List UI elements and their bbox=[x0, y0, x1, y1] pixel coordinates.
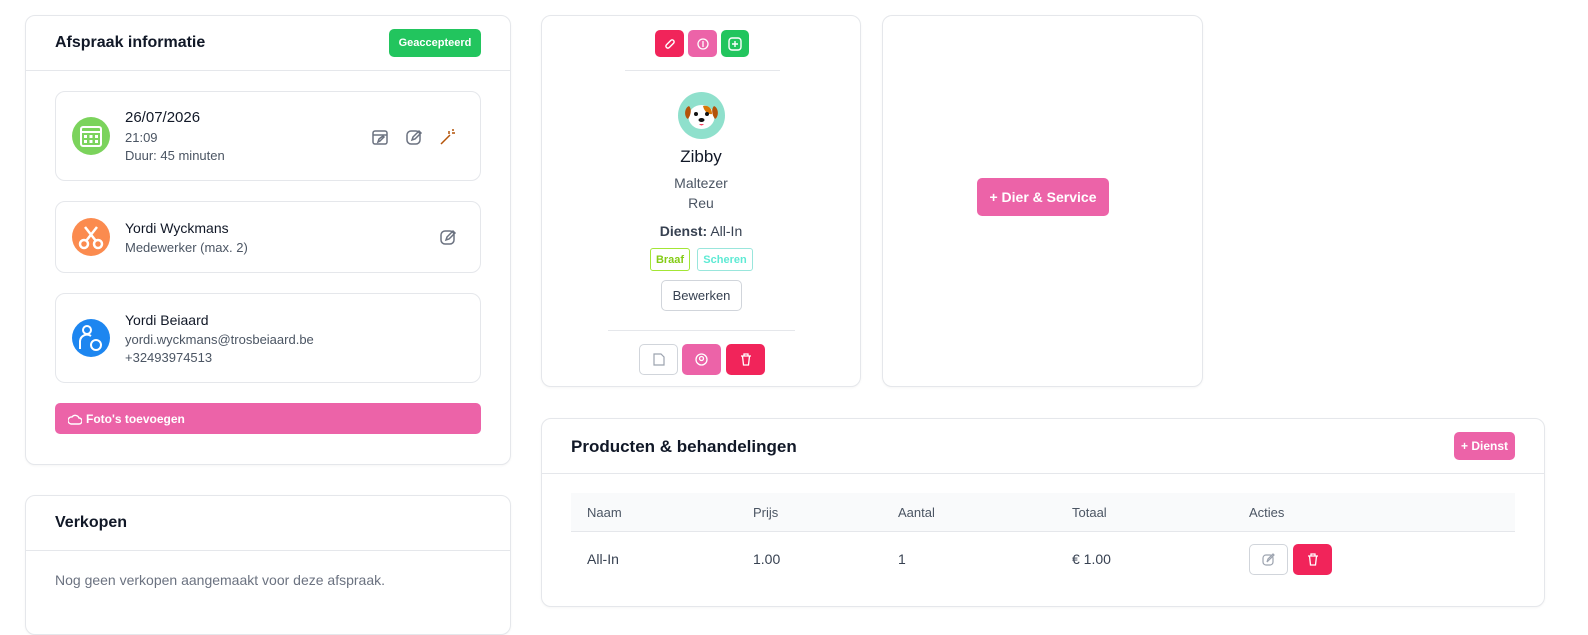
icon bbox=[652, 353, 665, 366]
icon bbox=[664, 38, 675, 49]
table-cell: 1.00 bbox=[753, 551, 781, 567]
divider bbox=[25, 550, 511, 551]
calendar-icon bbox=[72, 117, 110, 155]
card-title: Afspraak informatie bbox=[55, 34, 206, 51]
icon bbox=[740, 353, 751, 366]
employee-box bbox=[55, 201, 481, 273]
divider bbox=[541, 473, 1545, 474]
photos-button-label: Foto's toevoegen bbox=[86, 411, 185, 426]
customer-phone: +32493974513 bbox=[125, 350, 213, 365]
table-header bbox=[571, 493, 1515, 532]
divider bbox=[608, 330, 795, 331]
pet-doc-button[interactable] bbox=[639, 344, 678, 375]
pet-action[interactable] bbox=[721, 30, 749, 57]
row-edit-button[interactable] bbox=[1249, 544, 1288, 575]
pet-sex: Reu bbox=[688, 195, 714, 211]
table-cell: 1 bbox=[898, 551, 906, 567]
pet-tag: Scheren bbox=[697, 248, 753, 271]
cloud-icon bbox=[68, 414, 82, 425]
pet-name: Zibby bbox=[680, 147, 722, 166]
date-box bbox=[55, 91, 481, 181]
date-actions[interactable] bbox=[371, 128, 461, 146]
status-badge: Geaccepteerd bbox=[389, 29, 481, 57]
pet-action[interactable] bbox=[688, 30, 717, 57]
icon bbox=[1262, 553, 1275, 566]
sales-card bbox=[25, 495, 511, 635]
add-pet-button[interactable]: + Dier & Service bbox=[977, 178, 1109, 216]
column-header: Prijs bbox=[753, 505, 779, 520]
employee-role: Medewerker (max. 2) bbox=[125, 240, 248, 255]
pet-card bbox=[541, 15, 861, 387]
pet-owner-button[interactable] bbox=[682, 344, 721, 375]
duration: Duur: 45 minuten bbox=[125, 148, 225, 163]
row-delete-button[interactable] bbox=[1293, 544, 1332, 575]
edit-employee[interactable] bbox=[439, 228, 457, 246]
divider bbox=[25, 70, 511, 71]
photos-button[interactable]: Foto's toevoegen bbox=[55, 403, 481, 434]
table-cell: € 1.00 bbox=[1072, 551, 1111, 567]
add-service-button[interactable]: + Dienst bbox=[1454, 432, 1515, 460]
employee-name: Yordi Wyckmans bbox=[125, 220, 229, 236]
icon bbox=[1307, 553, 1318, 566]
icon bbox=[728, 36, 742, 51]
service-label: Dienst: bbox=[659, 223, 708, 239]
icon bbox=[696, 37, 709, 50]
customer-email: yordi.wyckmans@trosbeiaard.be bbox=[125, 332, 314, 347]
pet-breed: Maltezer bbox=[674, 175, 728, 191]
pet-action[interactable] bbox=[655, 30, 684, 57]
divider bbox=[625, 70, 780, 71]
customer-name: Yordi Beiaard bbox=[125, 312, 209, 328]
customer-icon bbox=[72, 319, 110, 357]
column-header: Acties bbox=[1249, 505, 1285, 520]
card-title: Producten & behandelingen bbox=[571, 437, 797, 456]
pet-delete-button[interactable] bbox=[726, 344, 765, 375]
sales-empty: Nog geen verkopen aangemaakt voor deze a… bbox=[55, 572, 385, 588]
column-header: Naam bbox=[587, 505, 622, 520]
body: Afspraak informatie Geaccepteerd 26/07/2… bbox=[25, 15, 1545, 635]
employee-icon bbox=[72, 218, 110, 256]
pet-service: Dienst: All-In bbox=[541, 224, 861, 238]
column-header: Aantal bbox=[898, 505, 935, 520]
pet-tag: Braaf bbox=[650, 248, 690, 271]
edit-pet-button[interactable]: Bewerken bbox=[661, 280, 742, 311]
date: 26/07/2026 bbox=[125, 109, 201, 126]
column-header: Totaal bbox=[1072, 505, 1107, 520]
customer-box bbox=[55, 293, 481, 383]
service-value: All-In bbox=[710, 223, 743, 239]
time: 21:09 bbox=[125, 130, 158, 145]
icon bbox=[695, 353, 708, 366]
page: Afspraak { "appointment": { "title": "Af… bbox=[25, 15, 1545, 635]
card-title: Verkopen bbox=[55, 514, 128, 531]
table-cell: All-In bbox=[587, 551, 619, 567]
pet-avatar bbox=[678, 92, 725, 139]
